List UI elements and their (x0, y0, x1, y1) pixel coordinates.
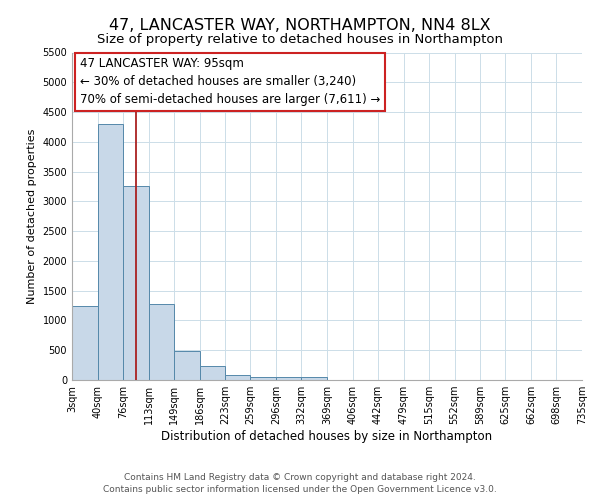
Text: Contains HM Land Registry data © Crown copyright and database right 2024.
Contai: Contains HM Land Registry data © Crown c… (103, 472, 497, 494)
Bar (250, 376, 276, 380)
Bar (301, 376, 327, 380)
Bar (225, 374, 250, 380)
X-axis label: Distribution of detached houses by size in Northampton: Distribution of detached houses by size … (161, 430, 493, 443)
Bar (98, 124, 123, 380)
Bar (174, 352, 199, 380)
Bar (276, 378, 301, 380)
Text: Size of property relative to detached houses in Northampton: Size of property relative to detached ho… (97, 32, 503, 46)
Y-axis label: Number of detached properties: Number of detached properties (27, 128, 37, 304)
Bar (123, 186, 149, 380)
Bar (199, 366, 225, 380)
Text: 47 LANCASTER WAY: 95sqm
← 30% of detached houses are smaller (3,240)
70% of semi: 47 LANCASTER WAY: 95sqm ← 30% of detache… (80, 58, 380, 106)
Bar (149, 304, 174, 380)
Text: 47, LANCASTER WAY, NORTHAMPTON, NN4 8LX: 47, LANCASTER WAY, NORTHAMPTON, NN4 8LX (109, 18, 491, 32)
Bar (72, 306, 98, 380)
